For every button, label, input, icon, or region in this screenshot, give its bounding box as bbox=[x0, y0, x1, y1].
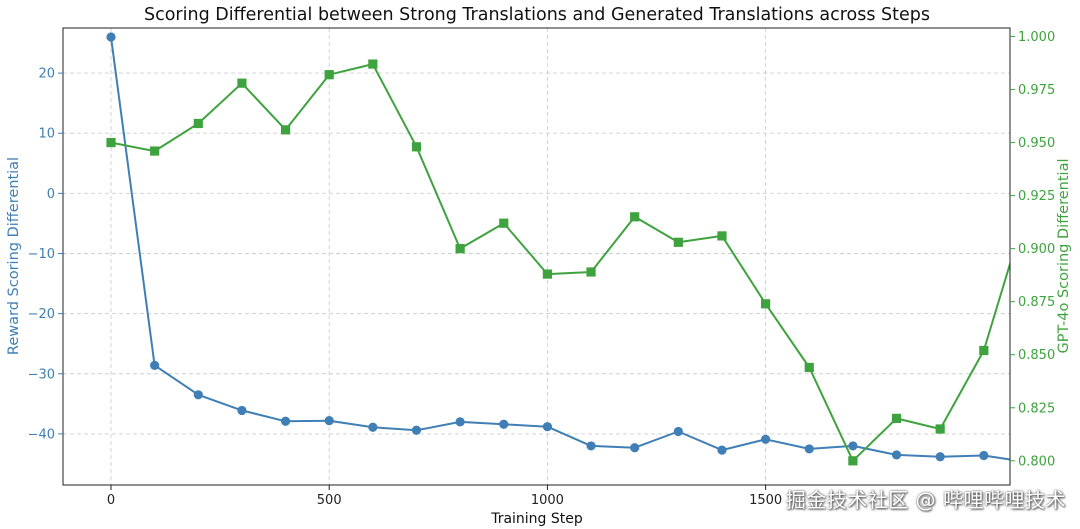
x-axis-label: Training Step bbox=[490, 511, 583, 527]
reward-data-point bbox=[280, 416, 291, 426]
reward-data-point bbox=[848, 441, 858, 451]
y-left-tick-label: −20 bbox=[28, 307, 55, 322]
x-tick-label: 1500 bbox=[749, 493, 782, 508]
reward-data-point bbox=[411, 425, 422, 435]
gpt4o-data-point bbox=[935, 424, 945, 434]
gpt4o-data-point bbox=[193, 118, 203, 129]
gpt4o-data-point bbox=[586, 267, 596, 277]
y-left-tick-label: −30 bbox=[28, 367, 55, 382]
gpt4o-data-point bbox=[150, 146, 160, 156]
y-left-tick-label: 10 bbox=[38, 127, 55, 142]
x-tick-label: 0 bbox=[107, 493, 115, 508]
reward-data-point bbox=[717, 445, 727, 455]
reward-data-point bbox=[586, 441, 596, 451]
y-right-tick-label: 0.850 bbox=[1018, 348, 1055, 363]
gpt4o-data-point bbox=[804, 362, 814, 373]
reward-data-point bbox=[324, 416, 334, 426]
y-right-tick-label: 0.875 bbox=[1018, 295, 1055, 310]
y-left-tick-label: −10 bbox=[28, 247, 55, 262]
y-axis-right-label: GPT-4o Scoring Differential bbox=[1056, 159, 1072, 354]
reward-data-point bbox=[368, 422, 378, 432]
gpt4o-data-point bbox=[280, 125, 291, 135]
gpt4o-data-point bbox=[717, 231, 727, 241]
y-left-tick-label: 0 bbox=[47, 187, 55, 202]
reward-data-point bbox=[237, 405, 247, 416]
gpt4o-data-point bbox=[1066, 100, 1075, 109]
reward-data-point bbox=[935, 452, 945, 462]
gpt4o-data-point bbox=[761, 299, 771, 309]
gpt4o-data-point bbox=[324, 70, 334, 80]
y-right-tick-label: 0.925 bbox=[1018, 189, 1055, 204]
y-right-tick-label: 0.800 bbox=[1018, 454, 1055, 469]
y-axis-left-label: Reward Scoring Differential bbox=[6, 157, 22, 355]
y-right-tick-label: 0.975 bbox=[1018, 83, 1055, 98]
x-tick-label: 1000 bbox=[531, 493, 564, 508]
gpt4o-data-point bbox=[368, 59, 378, 69]
reward-data-point bbox=[891, 450, 902, 460]
series-clip-group bbox=[106, 32, 1075, 466]
gpt4o-data-point bbox=[237, 78, 247, 88]
reward-data-point bbox=[455, 417, 465, 427]
gpt4o-data-point bbox=[673, 237, 683, 247]
gpt4o-data-point bbox=[455, 244, 465, 254]
gpt4o-data-point bbox=[411, 142, 422, 152]
plot-frame bbox=[62, 27, 1011, 486]
reward-data-point bbox=[761, 434, 771, 444]
x-tick-label: 500 bbox=[317, 493, 342, 508]
reward-data-point bbox=[979, 450, 989, 461]
gpt4o-data-point bbox=[630, 212, 640, 222]
reward-data-point bbox=[150, 360, 160, 370]
y-right-tick-label: 1.000 bbox=[1018, 30, 1055, 45]
reward-data-point bbox=[106, 32, 116, 42]
y-left-tick-label: −40 bbox=[28, 427, 55, 442]
reward-data-point bbox=[673, 426, 683, 437]
gpt4o-data-point bbox=[979, 345, 989, 356]
chart-title: Scoring Differential between Strong Tran… bbox=[144, 5, 930, 25]
gpt4o-data-point bbox=[499, 218, 509, 228]
watermark: 掘金技术社区 @ 哔哩哔哩技术 bbox=[785, 488, 1066, 512]
reward-data-point bbox=[499, 419, 509, 429]
gpt4o-data-point bbox=[848, 456, 858, 466]
reward-data-point bbox=[1066, 455, 1075, 464]
reward-series bbox=[106, 32, 1075, 464]
y-left-tick-label: 20 bbox=[38, 67, 55, 82]
y-right-tick-label: 0.950 bbox=[1018, 136, 1055, 151]
gpt4o-series-line bbox=[110, 63, 1010, 462]
axes: 0 500 1000 1500 −40 −30 −20 −10 0 10 20 0.800 0.825 0… bbox=[28, 30, 1056, 508]
reward-series-line bbox=[110, 36, 1010, 461]
reward-data-point bbox=[804, 444, 814, 454]
y-right-tick-label: 0.900 bbox=[1018, 242, 1055, 257]
grid-lines bbox=[63, 28, 1010, 485]
reward-data-point bbox=[630, 443, 640, 453]
gpt4o-series bbox=[106, 59, 1075, 466]
gpt4o-data-point bbox=[542, 269, 553, 279]
gpt4o-data-point bbox=[891, 413, 902, 423]
series-layer bbox=[106, 32, 1075, 466]
gpt4o-data-point bbox=[106, 137, 116, 148]
y-right-tick-label: 0.825 bbox=[1018, 401, 1055, 416]
reward-data-point bbox=[542, 422, 553, 432]
reward-data-point bbox=[193, 390, 203, 400]
